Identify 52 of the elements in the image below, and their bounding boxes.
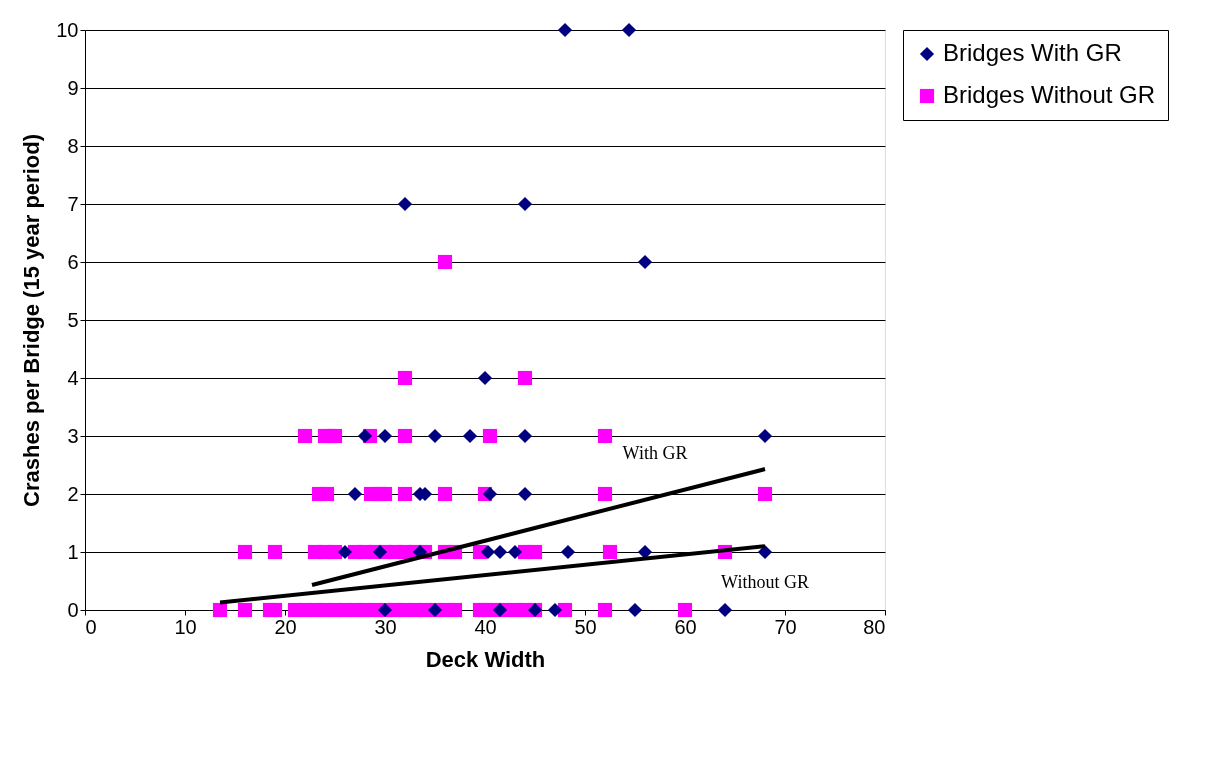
y-tick-label: 1 <box>67 540 79 563</box>
point <box>427 428 443 444</box>
x-tick-label: 60 <box>674 615 697 638</box>
point <box>560 544 576 560</box>
point <box>357 428 373 444</box>
y-tick-label: 2 <box>67 482 79 505</box>
y-tick-label: 4 <box>67 366 79 389</box>
x-axis-title: Deck Width <box>425 646 546 672</box>
point <box>372 544 388 560</box>
point <box>397 196 413 212</box>
x-tick-label: 30 <box>374 615 397 638</box>
point <box>492 544 508 560</box>
x-tick-label: 20 <box>274 615 297 638</box>
y-tick-label: 6 <box>67 250 79 273</box>
y-tick-label: 9 <box>67 76 79 99</box>
point <box>757 428 773 444</box>
x-tick-label: 70 <box>774 615 797 638</box>
point <box>462 428 478 444</box>
point <box>507 544 523 560</box>
x-tick-label: 50 <box>574 615 597 638</box>
y-tick-label: 8 <box>67 134 79 157</box>
point <box>337 544 353 560</box>
y-tick-label: 0 <box>67 598 79 621</box>
annotation: Without GR <box>721 572 809 593</box>
point <box>517 428 533 444</box>
x-tick-label: 40 <box>474 615 497 638</box>
point <box>757 544 773 560</box>
point <box>717 602 733 618</box>
y-axis-title: Crashes per Bridge (15 year period) <box>19 134 45 507</box>
legend-label: Bridges Without GR <box>943 81 1156 108</box>
annotation: With GR <box>622 443 688 464</box>
point <box>517 486 533 502</box>
point <box>557 22 573 38</box>
point <box>492 602 508 618</box>
y-tick-label: 10 <box>56 18 79 41</box>
x-tick-label: 0 <box>85 615 97 638</box>
point <box>627 602 643 618</box>
point <box>347 486 363 502</box>
y-tick-label: 3 <box>67 424 79 447</box>
point <box>517 196 533 212</box>
point <box>477 370 493 386</box>
point <box>482 486 498 502</box>
x-tick-label: 10 <box>174 615 197 638</box>
y-tick-label: 7 <box>67 192 79 215</box>
point <box>480 544 496 560</box>
point <box>637 254 653 270</box>
point <box>547 602 563 618</box>
point <box>377 428 393 444</box>
point <box>621 22 637 38</box>
legend-label: Bridges With GR <box>943 39 1122 66</box>
x-tick-label: 80 <box>863 615 886 638</box>
y-tick-label: 5 <box>67 308 79 331</box>
